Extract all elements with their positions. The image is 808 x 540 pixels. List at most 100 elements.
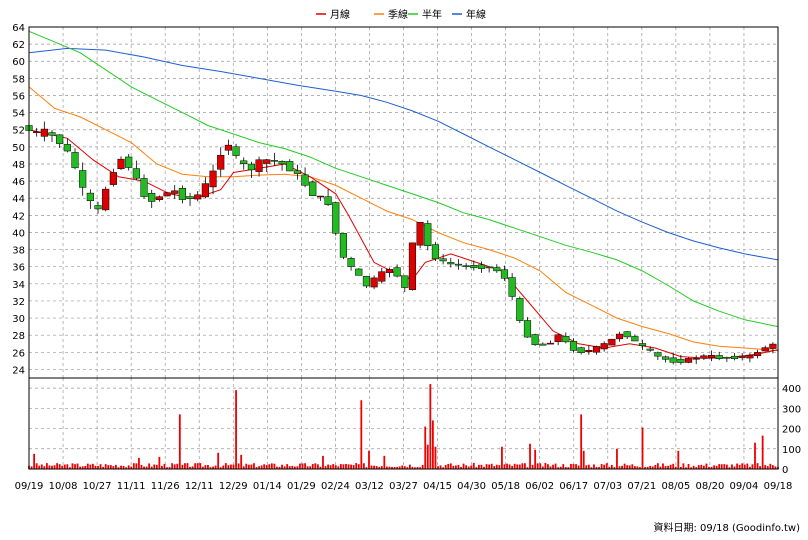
volume-bar	[462, 463, 465, 469]
candle-body	[393, 267, 401, 277]
candle-body	[316, 195, 325, 198]
volume-bar	[490, 463, 493, 469]
price-tick-label: 40	[12, 228, 25, 239]
volume-tick-label: 100	[782, 445, 801, 456]
volume-bar	[138, 457, 140, 469]
volume-bar	[608, 466, 611, 469]
volume-bar	[245, 463, 248, 469]
volume-bar	[168, 467, 171, 469]
candle-body	[493, 267, 501, 272]
volume-bar	[465, 465, 468, 469]
volume-bar	[309, 466, 312, 469]
volume-bar	[296, 466, 299, 469]
volume-bar	[189, 466, 191, 469]
volume-bar	[201, 466, 204, 469]
candle-body	[661, 356, 670, 360]
price-axis-ticks: 24 26 28 30 32 34 36 38 40 42 44 46 48 50 52 54 56 58 60 62…	[12, 23, 25, 376]
volume-bar	[593, 464, 595, 469]
volume-panel: 0 100 200 300 400	[28, 377, 801, 476]
candle-body	[546, 342, 555, 345]
volume-bar	[403, 466, 406, 469]
volume-bar	[687, 464, 690, 469]
candle-body	[738, 355, 746, 358]
volume-bar	[396, 466, 399, 469]
x-tick-label: 04/15	[423, 481, 452, 492]
volume-bar	[585, 465, 588, 469]
volume-bar	[639, 467, 641, 469]
volume-bar	[150, 466, 153, 469]
candle-body	[293, 170, 301, 174]
volume-bar	[613, 467, 616, 469]
candle-body	[669, 357, 677, 363]
volume-bar	[117, 467, 120, 469]
volume-bar	[674, 466, 677, 469]
volume-bar	[362, 463, 365, 469]
candle-body	[132, 168, 140, 179]
volume-bar	[380, 466, 383, 469]
volume-bar	[600, 464, 603, 469]
price-tick-label: 28	[12, 331, 25, 342]
volume-bar	[649, 465, 652, 469]
volume-bar	[452, 465, 455, 469]
price-panel: 24 26 28 30 32 34 36 38 40 42 44 46 48 50 52 54 56 58 60 62…	[12, 23, 779, 379]
volume-bar	[230, 464, 232, 469]
volume-bar	[764, 465, 767, 469]
volume-bar	[253, 463, 255, 469]
volume-bar	[125, 467, 128, 469]
x-tick-label: 12/29	[219, 481, 248, 492]
x-tick-label: 09/04	[730, 481, 759, 492]
volume-bar	[148, 463, 151, 469]
volume-bar	[457, 464, 460, 469]
volume-bar	[467, 466, 470, 469]
volume-bar	[411, 466, 414, 469]
x-tick-label: 08/05	[661, 481, 690, 492]
candle-body	[523, 320, 532, 338]
candle-body	[270, 160, 278, 162]
price-tick-label: 60	[12, 57, 25, 68]
volume-bar	[513, 463, 516, 469]
volume-bar	[53, 465, 56, 469]
candle-body	[753, 352, 762, 356]
volume-bar	[667, 465, 669, 469]
price-tick-label: 26	[12, 348, 25, 359]
candle-body	[86, 192, 94, 202]
volume-tick-label: 200	[782, 425, 801, 436]
volume-bar	[495, 464, 498, 469]
volume-bar	[163, 463, 166, 469]
candle-body	[263, 159, 271, 164]
volume-bar	[702, 465, 705, 469]
volume-bar	[738, 464, 741, 469]
candle-body	[416, 222, 424, 246]
volume-bar	[483, 466, 485, 469]
volume-bar	[598, 467, 600, 469]
volume-bar	[526, 467, 529, 469]
volume-bar	[672, 463, 675, 469]
candle-body	[94, 205, 102, 210]
volume-bar	[633, 466, 636, 469]
volume-bar	[155, 464, 158, 469]
volume-bar	[725, 464, 728, 469]
legend-half-label: 半年	[422, 8, 442, 21]
volume-bar	[324, 466, 327, 469]
candle-body	[684, 358, 693, 363]
price-tick-label: 32	[12, 297, 25, 308]
candle-body	[631, 336, 639, 342]
candle-body	[700, 355, 708, 359]
volume-bar	[268, 464, 271, 469]
volume-bar	[61, 465, 64, 469]
volume-bar	[391, 466, 393, 469]
volume-bar	[444, 464, 447, 469]
x-tick-label: 03/12	[355, 481, 384, 492]
volume-bar	[679, 467, 682, 469]
legend-year: 年線	[452, 8, 486, 21]
volume-bar	[439, 465, 442, 469]
candles	[25, 120, 777, 365]
volume-bar	[240, 454, 243, 469]
legend-month-label: 月線	[330, 8, 350, 21]
volume-bar	[286, 464, 289, 469]
volume-bar	[710, 466, 713, 469]
volume-bar	[575, 464, 577, 469]
volume-bar	[646, 466, 649, 469]
legend: 月線 季線 半年 年線	[316, 8, 486, 21]
volume-bar	[171, 463, 174, 469]
